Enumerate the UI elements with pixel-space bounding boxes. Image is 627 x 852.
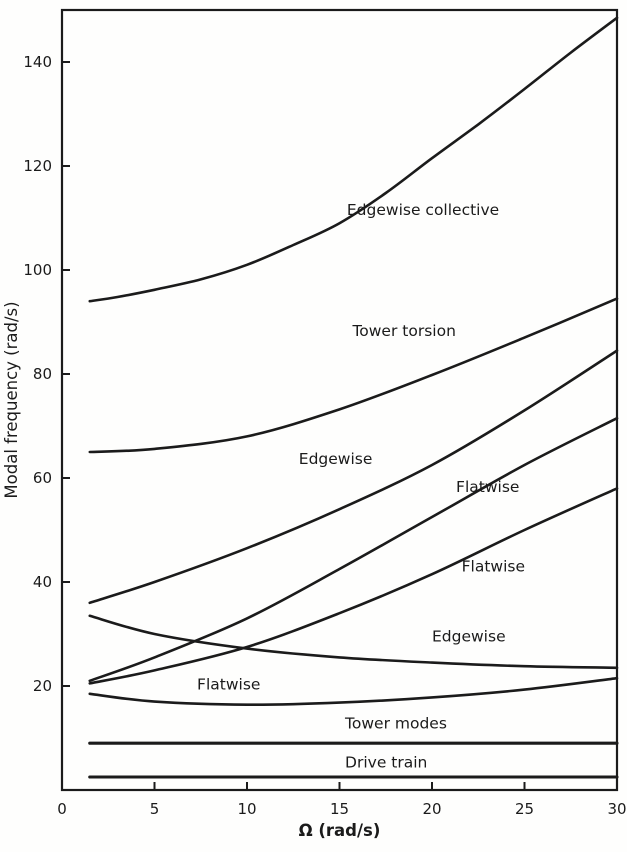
x-axis-title: Ω (rad/s): [299, 821, 381, 840]
curve-label: Edgewise: [299, 450, 373, 468]
y-tick-label: 60: [33, 469, 52, 487]
curve-flatwise: [88, 676, 619, 707]
x-tick-label: 5: [150, 800, 160, 818]
x-tick-label: 20: [422, 800, 441, 818]
curve-label: Tower torsion: [351, 322, 455, 340]
x-tick-label: 10: [237, 800, 256, 818]
y-axis-title: Modal frequency (rad/s): [2, 301, 21, 498]
curve-edgewise: [88, 349, 619, 605]
curve-tower-torsion: [88, 297, 619, 454]
curve-edgewise-collective: [88, 16, 619, 303]
curve-flatwise: [88, 487, 619, 685]
y-tick-label: 20: [33, 677, 52, 695]
x-tick-label: 25: [515, 800, 534, 818]
curve-edgewise: [88, 614, 619, 670]
curve-label: Edgewise: [432, 628, 506, 646]
y-tick-label: 120: [23, 157, 52, 175]
curve-flatwise: [88, 416, 619, 683]
x-tick-label: 30: [607, 800, 626, 818]
curve-label: Edgewise collective: [347, 201, 499, 219]
curve-label: Drive train: [345, 753, 427, 771]
y-tick-label: 80: [33, 365, 52, 383]
y-tick-label: 140: [23, 53, 52, 71]
y-tick-label: 40: [33, 573, 52, 591]
curve-label: Flatwise: [197, 675, 260, 693]
curve-label: Flatwise: [462, 557, 525, 575]
curve-label: Tower modes: [344, 714, 447, 732]
x-tick-label: 15: [330, 800, 349, 818]
x-tick-label: 0: [57, 800, 67, 818]
curve-label: Flatwise: [456, 478, 519, 496]
y-tick-label: 100: [23, 261, 52, 279]
